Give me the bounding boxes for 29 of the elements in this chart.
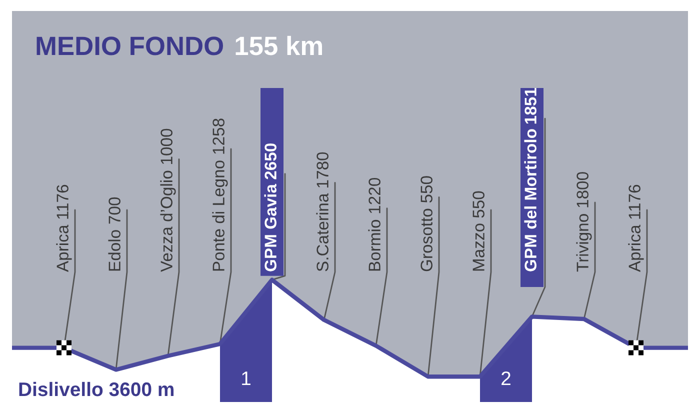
x-tick-label: Vezza d’Oglio [160,170,176,272]
data-label: 1780 [316,152,328,188]
x-tick-label: Edolo [108,230,120,271]
x-tick-label: Mazzo [472,224,484,271]
x-tick-label: Aprica [56,224,72,272]
data-label: 1851 [524,88,536,124]
x-tick-label: S.Caterina [316,193,328,272]
x-tick-label: Trivigno [576,214,592,272]
data-label: 550 [472,191,484,218]
x-tick-label: Grosotto [420,208,432,272]
data-label: 700 [108,197,120,224]
annotation: Dislivello 3600 m [19,382,174,396]
data-label: 2650 [264,143,276,180]
chart-subtitle: 155 km [236,36,322,56]
x-tick-label: Aprica [628,224,644,272]
chart-title: MEDIO FONDO [36,36,224,56]
data-label: 1176 [628,184,640,219]
data-label: 1000 [160,128,172,164]
data-label: 1220 [368,178,380,214]
series-label: 1 [242,372,250,386]
x-tick-label: GPM Gavia [264,184,276,272]
data-label: 1176 [56,184,68,219]
x-tick-label: Bormio [368,220,380,271]
series-label: 2 [502,371,510,386]
data-label: 1800 [576,172,588,208]
data-label: 1258 [212,118,224,154]
x-tick-label: Ponte di Legno [212,160,228,271]
x-tick-label: GPM del Mortirolo [524,129,536,272]
data-label: 550 [420,176,432,203]
